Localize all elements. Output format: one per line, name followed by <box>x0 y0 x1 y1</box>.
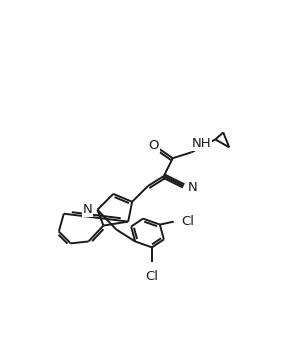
Text: NH: NH <box>192 137 211 150</box>
Text: O: O <box>149 139 159 152</box>
Text: N: N <box>188 181 197 194</box>
Text: N: N <box>83 203 93 216</box>
Text: Cl: Cl <box>182 215 195 228</box>
Text: Cl: Cl <box>145 270 159 283</box>
